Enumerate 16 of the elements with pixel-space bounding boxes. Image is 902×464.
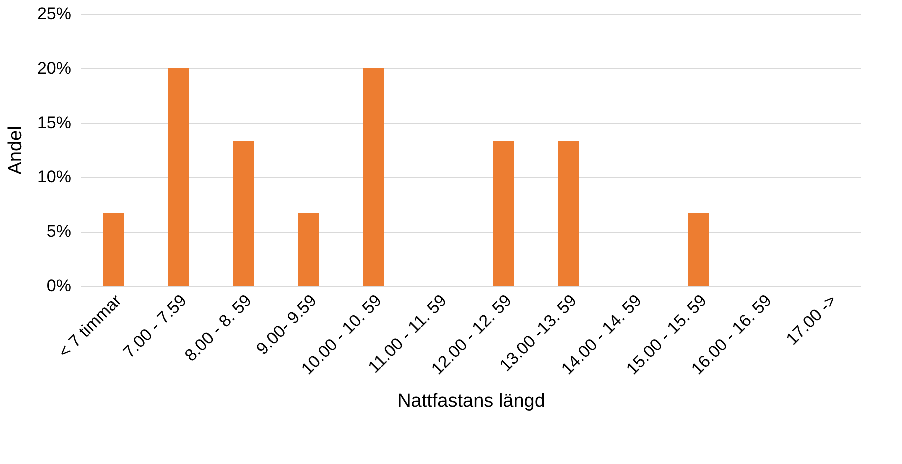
y-tick-label: 10% bbox=[37, 168, 72, 187]
bar bbox=[103, 213, 124, 286]
bar bbox=[298, 213, 319, 286]
x-axis-title: Nattfastans längd bbox=[398, 391, 546, 412]
y-axis-title: Andel bbox=[5, 126, 26, 175]
bar bbox=[493, 141, 514, 286]
y-tick-label: 0% bbox=[46, 276, 72, 296]
bar bbox=[688, 213, 709, 286]
y-tick-label: 15% bbox=[37, 113, 72, 132]
bar bbox=[363, 68, 384, 286]
y-tick-label: 25% bbox=[37, 4, 72, 24]
bar bbox=[558, 141, 579, 286]
y-tick-label: 5% bbox=[46, 222, 72, 242]
y-tick-label: 20% bbox=[37, 58, 72, 78]
bar bbox=[168, 68, 189, 286]
bar bbox=[233, 141, 254, 286]
